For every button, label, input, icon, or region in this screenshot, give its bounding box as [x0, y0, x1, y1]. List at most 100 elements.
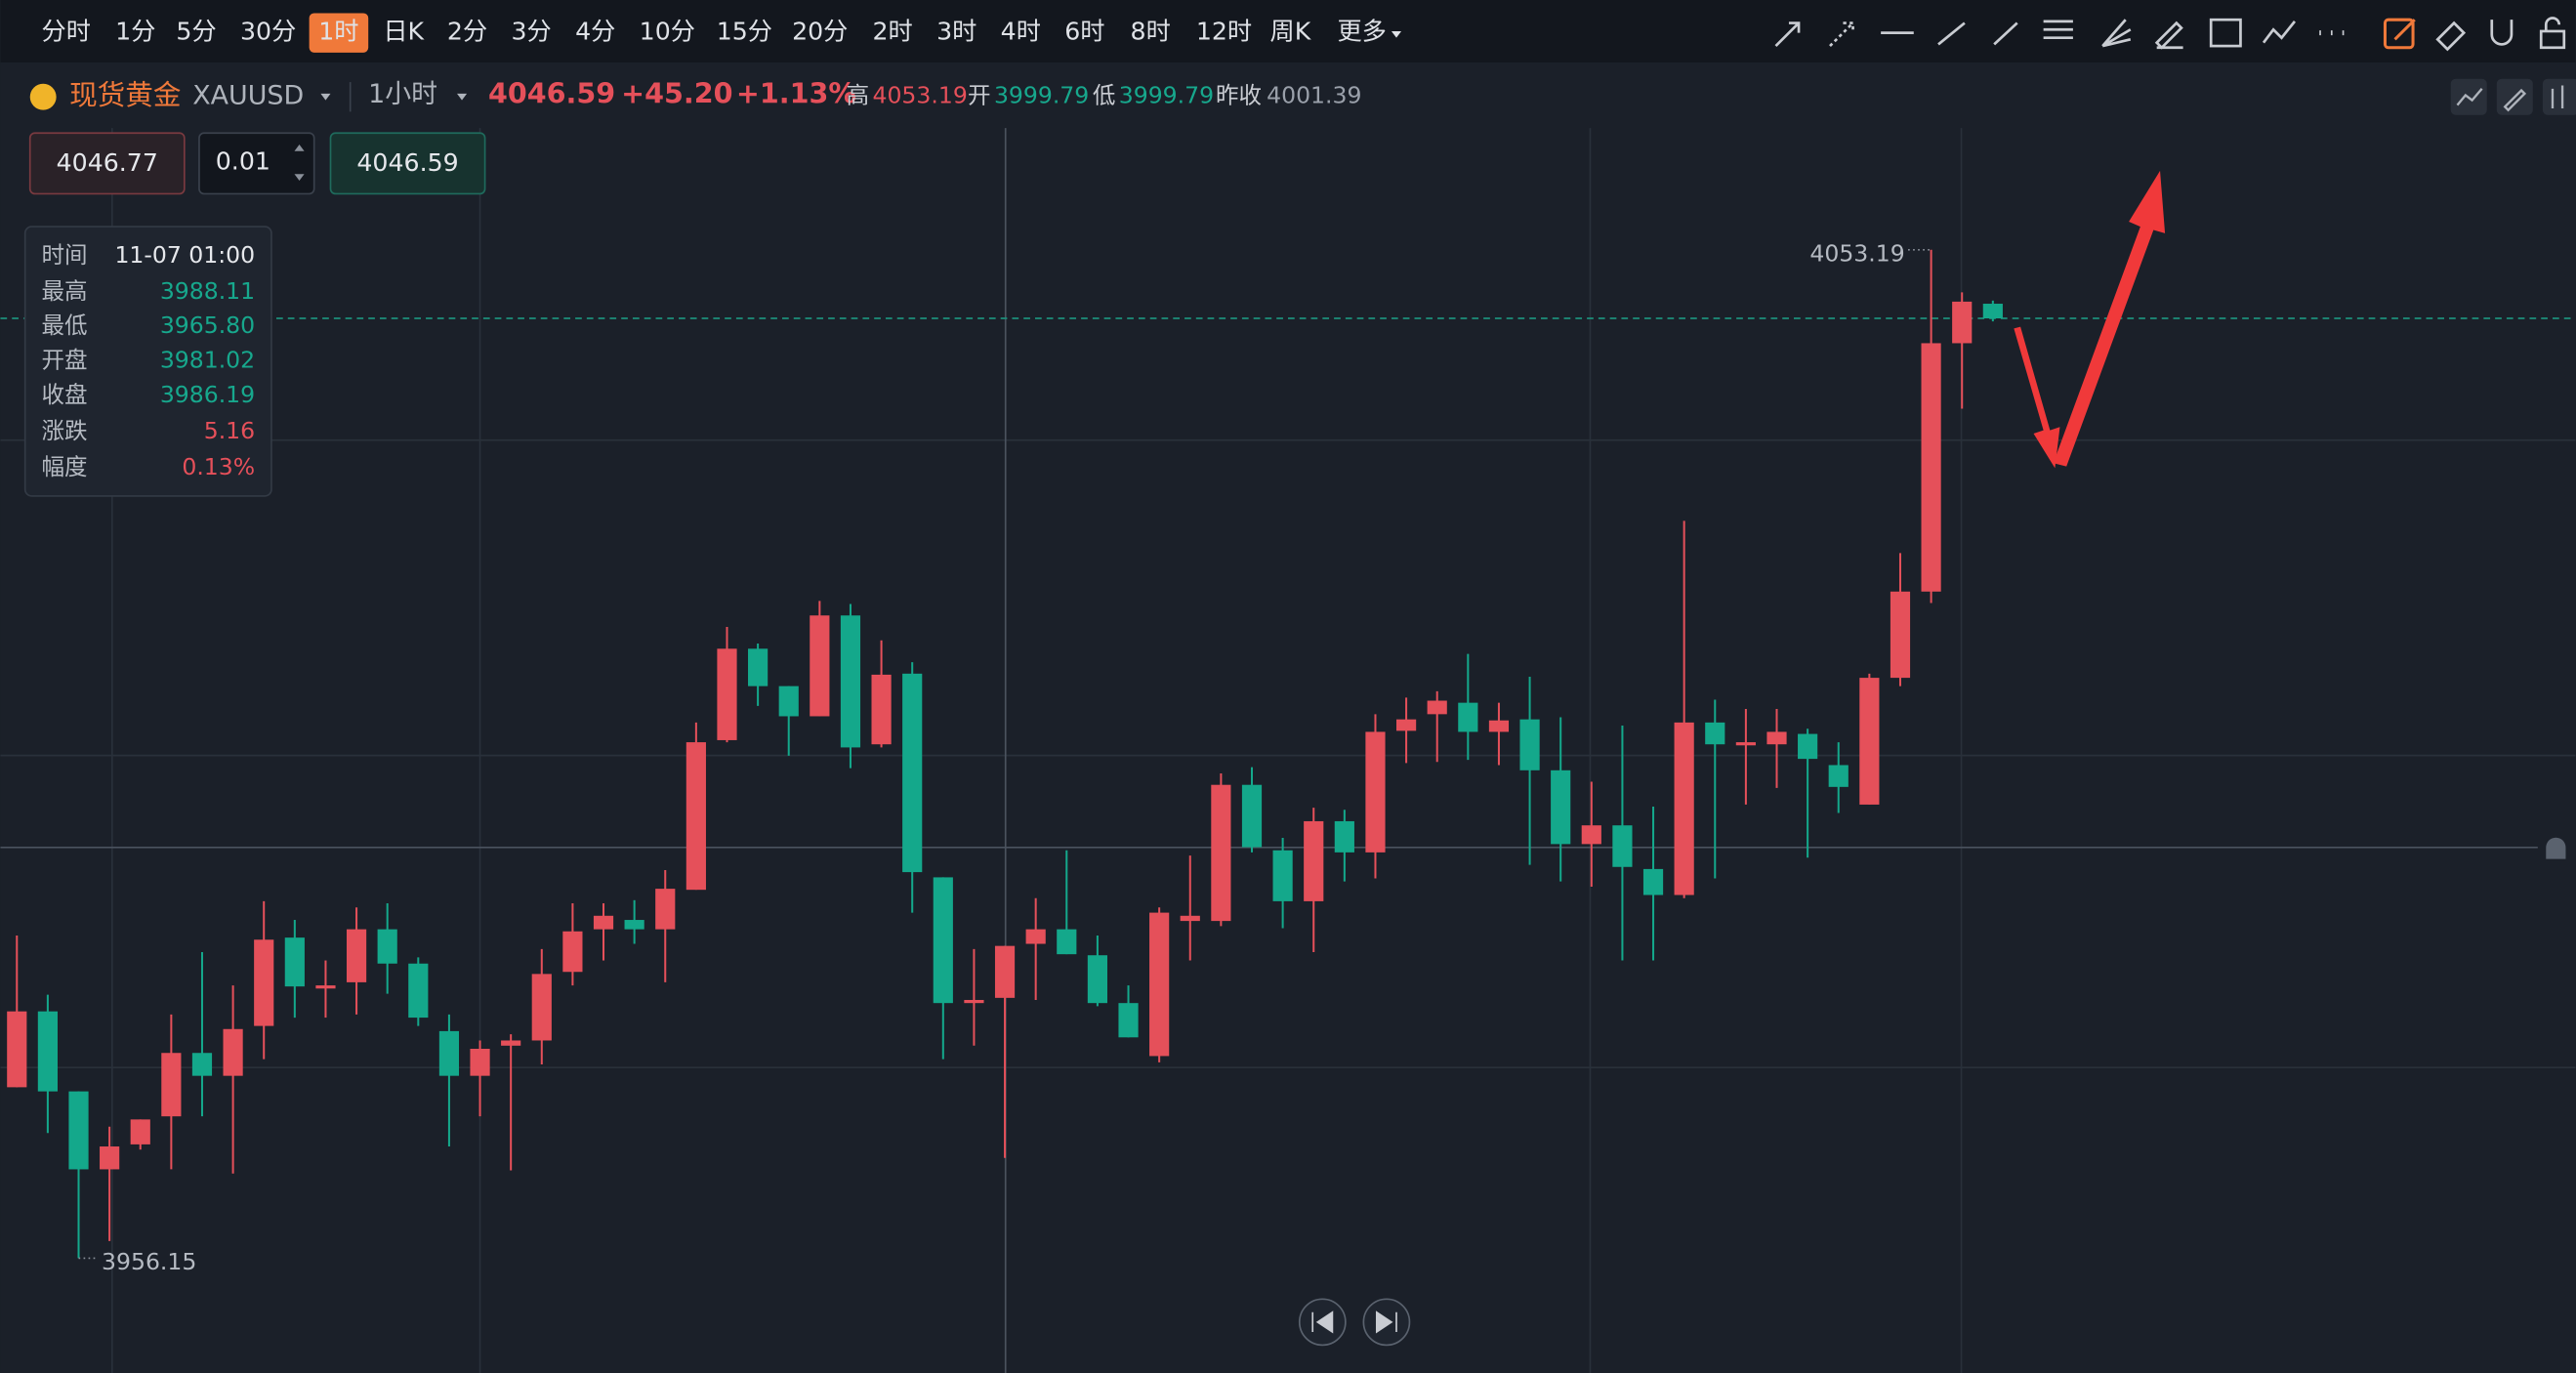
interval[interactable]: 3分	[511, 18, 551, 46]
interval[interactable]: 12时	[1196, 18, 1252, 46]
low-label: 3956.15	[102, 1248, 196, 1275]
tooltip-label: 时间	[41, 241, 87, 269]
interval[interactable]: 6时	[1064, 18, 1104, 46]
candle-body	[223, 1028, 243, 1076]
interval[interactable]: 更多	[1337, 18, 1386, 46]
more-tools[interactable]	[2435, 17, 2566, 52]
candle-body	[1705, 722, 1725, 745]
candle-body	[933, 877, 953, 1004]
interval[interactable]: 1时	[318, 18, 358, 46]
edit-tool[interactable]	[2383, 18, 2416, 50]
interval[interactable]: 2分	[447, 18, 487, 46]
alert-bell[interactable]	[2546, 837, 2566, 862]
tooltip-label: 幅度	[41, 453, 87, 480]
candle-body	[1180, 915, 1200, 922]
lot-input[interactable]	[198, 132, 315, 195]
candle-body	[1921, 343, 1941, 592]
tooltip-value: 3986.19	[160, 381, 255, 408]
tooltip-rows: 时间 11-07 01:00 最高 3988.11 最低 3965.80 开盘 3981.02…	[41, 241, 255, 480]
candle-body	[501, 1040, 521, 1046]
candle-body	[377, 929, 397, 964]
candle-body	[1211, 784, 1231, 922]
candle-body	[315, 985, 336, 989]
candle-body	[1766, 731, 1787, 745]
interval[interactable]: 20分	[792, 18, 848, 46]
candles: 4053.19 3956.15	[0, 239, 2576, 1275]
candle-body	[7, 1011, 27, 1088]
candle-body	[68, 1091, 89, 1170]
interval[interactable]: 周K	[1270, 18, 1312, 46]
candle-body	[531, 974, 552, 1041]
last-price: 4046.59	[488, 77, 615, 110]
candle-body	[346, 929, 367, 982]
candle-body	[778, 686, 799, 717]
lot-value[interactable]: 0.01	[216, 147, 270, 176]
interval[interactable]: 8时	[1131, 18, 1171, 46]
interval[interactable]: 15分	[717, 18, 772, 46]
annotation-arrow	[2053, 170, 2166, 467]
interval[interactable]: 4分	[575, 18, 615, 46]
candle-body	[438, 1030, 460, 1076]
candle-body	[1118, 1003, 1139, 1038]
candle-body	[1488, 720, 1510, 732]
buy-price[interactable]: 4046.59	[356, 148, 458, 177]
interval[interactable]: 分时	[41, 18, 90, 46]
interval[interactable]: 4时	[1001, 18, 1041, 46]
interval[interactable]: 1分	[115, 18, 155, 46]
interval[interactable]: 5分	[176, 18, 216, 46]
stat-label: 低	[1093, 82, 1116, 109]
interval[interactable]: 2时	[873, 18, 913, 46]
candle-body	[470, 1048, 490, 1076]
interval[interactable]: 10分	[640, 18, 695, 46]
caret	[1391, 30, 1402, 38]
change-pct: +1.13%	[736, 77, 856, 110]
candle-body	[686, 742, 706, 891]
stat-label: 高	[847, 82, 870, 109]
caret	[457, 93, 468, 101]
candle-body	[1890, 591, 1911, 679]
high-label: 4053.19	[1809, 239, 1904, 267]
stat-value: 4053.19	[873, 82, 968, 109]
candle-body	[1612, 825, 1633, 867]
candle-body	[1272, 850, 1293, 901]
interval[interactable]: 日K	[383, 18, 425, 46]
candle-body	[1427, 700, 1447, 715]
stat-label: 开	[968, 82, 991, 109]
candle-body	[1241, 784, 1263, 848]
drawing-tools[interactable]	[1774, 18, 2345, 50]
candle-body	[1087, 955, 1107, 1004]
candle-body	[1025, 929, 1046, 944]
tooltip	[23, 226, 272, 497]
candle-body	[191, 1053, 213, 1076]
candle-body	[994, 945, 1016, 998]
candle-body	[100, 1146, 120, 1170]
candle-body	[1149, 912, 1170, 1057]
sell-price[interactable]: 4046.77	[57, 148, 158, 177]
candle-body	[1982, 304, 2003, 319]
candle-body	[1396, 719, 1417, 731]
interval[interactable]: 30分	[240, 18, 296, 46]
candle-body	[810, 615, 830, 717]
tooltip-value: 11-07 01:00	[114, 241, 255, 269]
interval[interactable]: 3时	[936, 18, 976, 46]
annotation-arrow	[2014, 326, 2060, 469]
candle-body	[1952, 301, 1973, 344]
candle-body	[562, 931, 583, 973]
pane-tools[interactable]	[2450, 78, 2576, 115]
period[interactable]: 1小时	[368, 79, 437, 109]
buy-box[interactable]	[329, 132, 486, 195]
tooltip-value: 0.13%	[182, 453, 255, 480]
nav-buttons[interactable]	[1298, 1298, 1411, 1347]
tooltip-label: 最低	[41, 312, 87, 339]
active-interval[interactable]	[309, 13, 369, 53]
candle-body	[655, 889, 676, 930]
candle-body	[1581, 825, 1601, 845]
candle-body	[593, 915, 614, 930]
stat-value: 3999.79	[994, 82, 1089, 109]
candle-body	[254, 939, 274, 1026]
gold-icon	[29, 83, 57, 110]
sell-box[interactable]	[28, 132, 186, 195]
symbol-code[interactable]: XAUUSD	[192, 81, 304, 111]
